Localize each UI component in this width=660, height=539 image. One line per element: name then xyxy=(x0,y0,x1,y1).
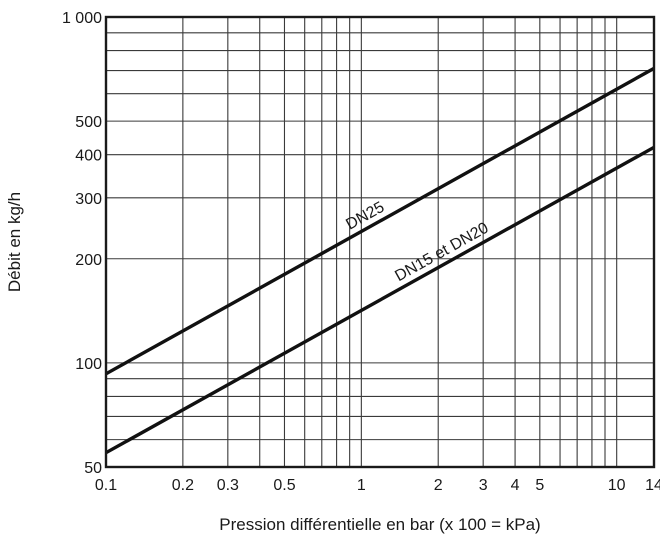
y-tick-label: 200 xyxy=(75,252,102,269)
x-tick-label: 0.1 xyxy=(95,477,117,494)
x-tick-label: 3 xyxy=(479,477,488,494)
y-tick-labels: 50 100 200 300 400 500 1 000 xyxy=(62,10,102,477)
series-lines xyxy=(105,66,655,455)
x-tick-label: 1 xyxy=(357,477,366,494)
series-line-2 xyxy=(105,145,655,455)
x-tick-label: 4 xyxy=(511,477,520,494)
x-tick-label: 5 xyxy=(535,477,544,494)
y-tick-label: 300 xyxy=(75,191,102,208)
x-tick-label: 0.3 xyxy=(217,477,239,494)
plot-frame xyxy=(104,15,656,469)
x-tick-labels: 0.1 0.2 0.3 0.5 1 2 3 4 5 10 14 xyxy=(95,477,660,494)
x-tick-label: 10 xyxy=(608,477,626,494)
x-tick-label: 0.2 xyxy=(172,477,194,494)
y-tick-label: 500 xyxy=(75,114,102,131)
x-tick-label: 2 xyxy=(434,477,443,494)
series-line-1 xyxy=(105,66,655,376)
series-label-2: DN15 et DN20 xyxy=(392,220,491,286)
y-tick-label: 1 000 xyxy=(62,10,102,27)
x-tick-label: 14 xyxy=(645,477,660,494)
y-tick-label: 400 xyxy=(75,148,102,165)
y-tick-label: 50 xyxy=(84,460,102,477)
x-tick-label: 0.5 xyxy=(273,477,295,494)
y-axis-label: Débit en kg/h xyxy=(5,192,24,292)
x-axis-label: Pression différentielle en bar (x 100 = … xyxy=(219,515,540,534)
grid-lines xyxy=(105,16,655,468)
y-tick-label: 100 xyxy=(75,356,102,373)
